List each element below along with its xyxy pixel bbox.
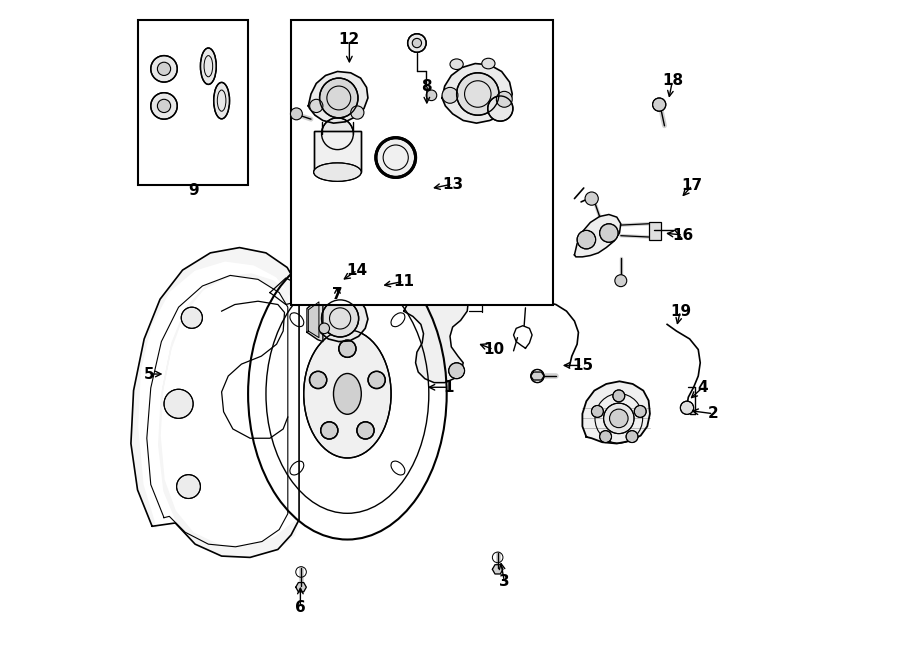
Circle shape [613, 390, 625, 402]
Polygon shape [582, 381, 650, 444]
Text: 7: 7 [332, 287, 343, 302]
Circle shape [496, 91, 512, 107]
Text: 4: 4 [698, 380, 708, 395]
Circle shape [343, 288, 355, 300]
Text: 19: 19 [670, 304, 691, 318]
Ellipse shape [450, 59, 464, 70]
Ellipse shape [609, 409, 628, 428]
Polygon shape [531, 372, 544, 380]
Ellipse shape [604, 403, 634, 434]
Bar [291, 20, 553, 305]
Circle shape [361, 278, 374, 291]
Circle shape [357, 422, 374, 439]
Circle shape [599, 431, 611, 443]
Circle shape [626, 431, 638, 443]
Circle shape [531, 369, 544, 383]
Circle shape [321, 300, 358, 337]
Ellipse shape [248, 248, 446, 540]
Circle shape [310, 99, 323, 113]
Polygon shape [312, 294, 368, 342]
Polygon shape [404, 279, 469, 383]
Circle shape [585, 192, 598, 205]
Circle shape [351, 106, 364, 119]
Circle shape [680, 401, 694, 414]
Polygon shape [130, 248, 299, 557]
Text: 1: 1 [444, 380, 454, 395]
Circle shape [408, 34, 427, 52]
Circle shape [151, 93, 177, 119]
Circle shape [412, 38, 421, 48]
Ellipse shape [321, 118, 354, 150]
Circle shape [158, 62, 171, 75]
Circle shape [291, 108, 302, 120]
Polygon shape [442, 64, 512, 123]
Circle shape [164, 389, 194, 418]
Ellipse shape [303, 330, 392, 458]
Circle shape [417, 286, 433, 302]
Text: 8: 8 [421, 79, 432, 93]
Ellipse shape [313, 163, 361, 181]
Ellipse shape [201, 48, 216, 85]
Text: 9: 9 [188, 183, 199, 198]
Text: 12: 12 [338, 32, 360, 47]
Text: 18: 18 [662, 73, 683, 88]
Circle shape [449, 363, 464, 379]
Circle shape [442, 87, 458, 103]
Text: 13: 13 [442, 177, 464, 191]
Text: 3: 3 [499, 574, 509, 589]
Circle shape [338, 340, 356, 357]
Text: 14: 14 [346, 263, 368, 277]
Circle shape [368, 371, 385, 389]
Circle shape [320, 422, 338, 439]
Circle shape [319, 323, 329, 334]
Text: 5: 5 [144, 367, 155, 381]
Circle shape [577, 230, 596, 249]
Ellipse shape [320, 78, 358, 118]
Bar [313, 131, 361, 172]
Circle shape [310, 371, 327, 389]
Circle shape [652, 98, 666, 111]
Polygon shape [492, 565, 503, 574]
Circle shape [634, 405, 646, 417]
Ellipse shape [334, 373, 361, 414]
Bar [313, 131, 361, 172]
Polygon shape [574, 214, 621, 257]
Bar [138, 20, 248, 185]
Ellipse shape [213, 83, 230, 119]
Bar [649, 222, 661, 240]
Text: 2: 2 [708, 406, 719, 421]
Ellipse shape [456, 73, 499, 115]
Text: 10: 10 [483, 342, 504, 357]
Polygon shape [309, 302, 319, 338]
Circle shape [615, 275, 626, 287]
Polygon shape [307, 298, 323, 342]
Circle shape [591, 405, 603, 417]
Text: 15: 15 [572, 358, 593, 373]
Ellipse shape [488, 96, 513, 121]
Polygon shape [296, 583, 306, 592]
Text: 11: 11 [393, 274, 414, 289]
Circle shape [151, 56, 177, 82]
Polygon shape [309, 71, 368, 123]
Circle shape [158, 99, 171, 113]
Circle shape [181, 307, 202, 328]
Text: 6: 6 [295, 600, 306, 615]
Circle shape [599, 224, 618, 242]
Ellipse shape [376, 138, 416, 177]
Text: 17: 17 [681, 178, 703, 193]
Text: 16: 16 [672, 228, 694, 242]
Circle shape [176, 475, 201, 498]
Circle shape [427, 90, 436, 101]
Ellipse shape [482, 58, 495, 69]
